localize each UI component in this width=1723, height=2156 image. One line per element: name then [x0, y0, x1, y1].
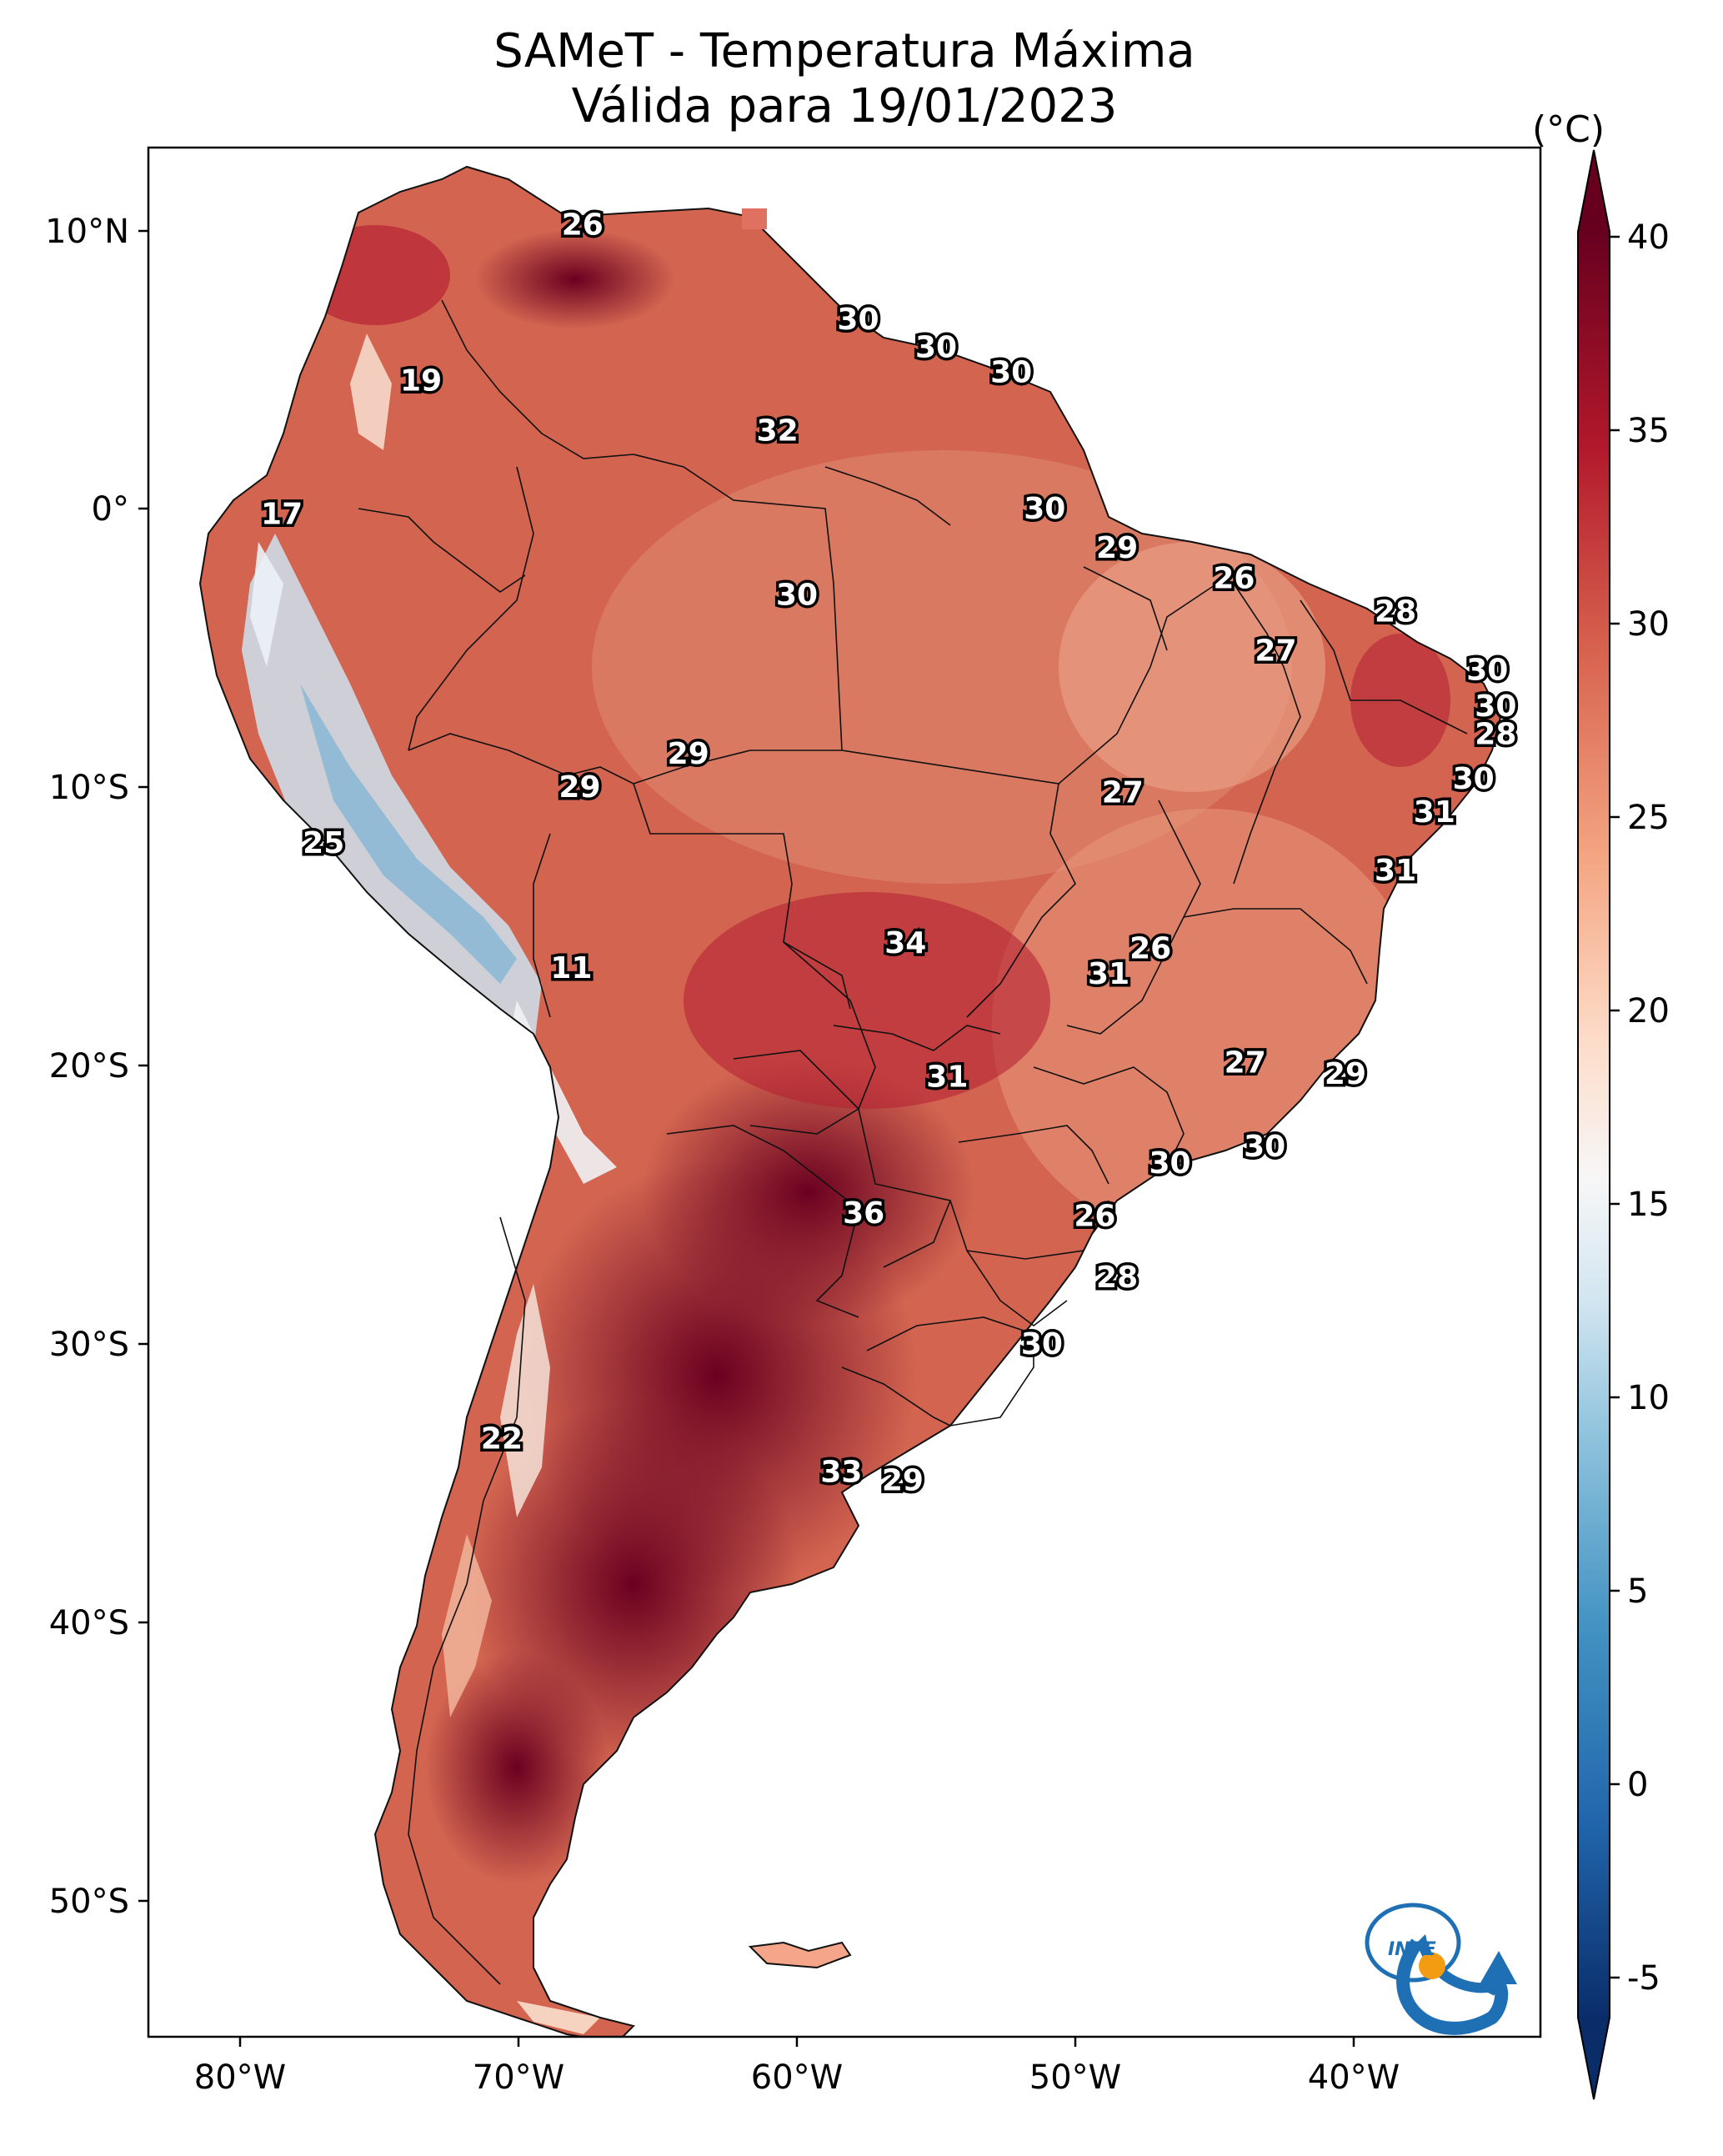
station-value-label: 28 [1375, 595, 1416, 629]
station-value-label: 28 [1475, 718, 1516, 752]
station-value-label: 17 [261, 498, 303, 532]
station-value-label: 28 [1096, 1261, 1138, 1295]
station-value-label: 11 [550, 951, 592, 985]
map-frame [147, 146, 1542, 2038]
station-value-label: 27 [1225, 1046, 1266, 1081]
colorbar-tick-5: 5 [1627, 1572, 1648, 1611]
lon-label-70w: 70°W [473, 2058, 564, 2097]
station-value-label: 30 [1021, 1327, 1063, 1361]
station-value-label: 26 [562, 208, 604, 242]
map-title-line2: Válida para 19/01/2023 [571, 79, 1118, 133]
lat-label-10n: 10°N [45, 213, 129, 251]
station-value-label: 26 [1074, 1199, 1115, 1233]
station-value-label: 31 [1088, 957, 1129, 991]
colorbar-tick-35: 35 [1627, 412, 1670, 450]
station-value-label: 27 [1102, 776, 1144, 810]
colorbar-tick-10: 10 [1627, 1379, 1670, 1417]
lat-label-50s: 50°S [49, 1883, 129, 1921]
colorbar-tick-30: 30 [1627, 605, 1670, 644]
lon-label-80w: 80°W [194, 2058, 286, 2097]
station-value-label: 36 [843, 1196, 884, 1231]
station-value-label: 31 [926, 1060, 968, 1094]
colorbar-tick-20: 20 [1627, 992, 1670, 1030]
colorbar-tick-0: 0 [1627, 1766, 1648, 1804]
station-value-label: 32 [757, 414, 799, 448]
lon-label-40w: 40°W [1308, 2058, 1400, 2097]
lat-label-30s: 30°S [49, 1326, 129, 1364]
station-value-label: 30 [1453, 762, 1495, 796]
station-value-label: 22 [481, 1422, 523, 1457]
station-value-label: 30 [915, 330, 957, 364]
station-value-label: 29 [668, 737, 709, 771]
station-value-label: 34 [884, 926, 926, 960]
station-value-label: 33 [820, 1456, 862, 1490]
station-value-label: 25 [303, 826, 344, 860]
station-value-label: 30 [1244, 1130, 1285, 1164]
station-value-label: 26 [1129, 932, 1171, 966]
colorbar-tick-40: 40 [1627, 218, 1670, 257]
station-value-label: 30 [1024, 492, 1065, 526]
station-value-label: 29 [558, 770, 600, 805]
lon-label-50w: 50°W [1029, 2058, 1121, 2097]
station-value-label: 30 [837, 303, 879, 337]
lat-label-40s: 40°S [49, 1604, 129, 1642]
colorbar-tick-15: 15 [1627, 1186, 1670, 1224]
map-title-line1: SAMeT - Temperatura Máxima [493, 24, 1195, 78]
station-value-label: 26 [1213, 562, 1255, 596]
station-value-label: 30 [1150, 1146, 1191, 1181]
lon-label-60w: 60°W [751, 2058, 843, 2097]
latitude-axis: 10°N 0° 10°S 20°S 30°S 40°S 50°S [45, 213, 148, 1921]
colorbar-unit-label: (°C) [1532, 108, 1605, 151]
lat-label-20s: 20°S [49, 1047, 129, 1086]
lat-label-10s: 10°S [49, 769, 129, 807]
station-value-label: 31 [1375, 854, 1416, 888]
station-value-label: 30 [776, 579, 818, 613]
inpe-logo: INPE [1365, 1903, 1517, 2035]
colorbar-tick-minus5: -5 [1627, 1959, 1660, 1998]
station-value-label: 30 [1466, 654, 1508, 688]
station-value-label: 30 [1475, 689, 1516, 724]
colorbar: 40 35 30 25 20 15 10 5 0 -5 [1577, 149, 1670, 2100]
station-value-label: 31 [1414, 795, 1455, 830]
lat-label-0: 0° [92, 490, 129, 529]
inpe-logo-text: INPE [1388, 1939, 1436, 1960]
station-value-label: 29 [1096, 531, 1138, 565]
station-value-label: 29 [882, 1464, 924, 1498]
station-value-label: 29 [1325, 1057, 1366, 1091]
colorbar-tick-25: 25 [1627, 799, 1670, 837]
longitude-axis: 80°W 70°W 60°W 50°W 40°W [194, 2037, 1400, 2097]
station-value-label: 19 [400, 364, 442, 398]
station-value-label: 27 [1255, 634, 1296, 668]
station-value-label: 30 [990, 355, 1032, 389]
